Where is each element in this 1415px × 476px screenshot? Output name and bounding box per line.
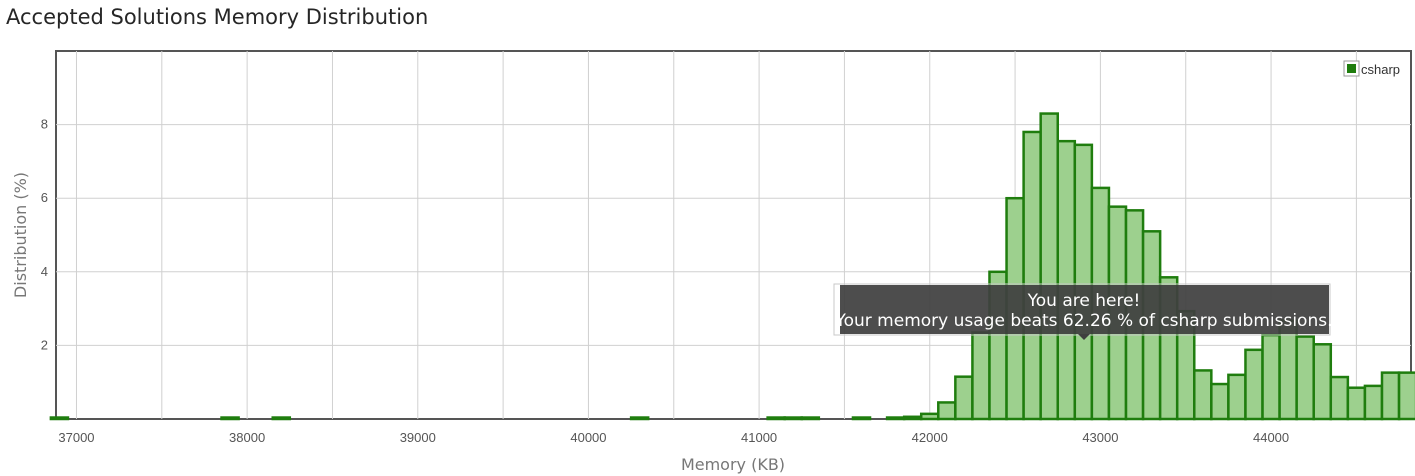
x-tick-label: 42000 [912,430,948,445]
tooltip-pointer [1078,334,1090,340]
grid-lines [56,51,1411,419]
x-tick-label: 43000 [1082,430,1118,445]
histogram-bar[interactable] [1227,373,1247,421]
y-axis-label: Distribution (%) [11,172,30,298]
y-tick-label: 2 [41,337,48,352]
histogram-bar[interactable] [1022,130,1042,421]
x-axis-ticks: 37000 38000 39000 40000 41000 42000 43000 44000 [58,430,1289,445]
x-tick-label: 40000 [570,430,606,445]
histogram-bar[interactable] [1210,382,1230,421]
tooltip-line-2: Your memory usage beats 62.26 % of cshar… [834,311,1332,331]
histogram-bar[interactable] [1346,386,1367,421]
histogram-bar[interactable] [49,416,70,421]
histogram-bar[interactable] [1312,343,1333,421]
histogram-bar[interactable] [271,416,292,421]
histogram-bar[interactable] [1039,112,1059,421]
plot-frame [55,50,1412,420]
histogram-bar[interactable] [629,416,650,421]
x-axis-label: Memory (KB) [681,455,785,474]
histogram-bar[interactable] [766,416,786,421]
histogram-bar[interactable] [1380,371,1401,421]
histogram-bar[interactable] [1363,384,1384,421]
histogram-bar[interactable] [919,412,940,421]
y-tick-label: 6 [41,190,48,205]
histogram-bar[interactable] [851,416,872,421]
histogram-bar[interactable] [783,416,804,421]
chart-title: Accepted Solutions Memory Distribution [6,5,429,29]
x-tick-label: 38000 [229,430,265,445]
histogram-bar[interactable] [1244,348,1264,421]
tooltip-line-1: You are here! [1027,291,1141,311]
histogram-bar[interactable] [954,375,974,421]
histogram-bar[interactable] [1397,371,1415,421]
y-tick-label: 8 [41,117,48,132]
legend[interactable]: csharp [1343,60,1400,77]
histogram-bar[interactable] [220,416,240,421]
histogram-bar[interactable] [1193,369,1213,421]
legend-swatch-fill [1347,64,1356,73]
histogram-bar[interactable] [885,416,906,421]
histogram-bar[interactable] [902,415,923,421]
histogram-bar[interactable] [1329,375,1350,421]
x-tick-label: 41000 [741,430,777,445]
histogram-bar[interactable] [1073,143,1094,421]
histogram-bar[interactable] [1295,335,1315,421]
x-tick-label: 39000 [400,430,436,445]
y-tick-label: 4 [41,264,48,279]
histogram-bar[interactable] [1056,139,1077,421]
histogram-bar[interactable] [800,416,821,421]
x-tick-label: 44000 [1253,430,1289,445]
histogram-bar[interactable] [937,401,957,421]
tooltip: You are here! Your memory usage beats 62… [833,283,1333,340]
y-axis-ticks: 2 4 6 8 [41,117,48,353]
legend-label-csharp: csharp [1361,62,1400,77]
x-tick-label: 37000 [58,430,94,445]
histogram-bar[interactable] [971,331,991,421]
tooltip-box [840,285,1329,334]
histogram-bar[interactable] [1261,333,1281,421]
